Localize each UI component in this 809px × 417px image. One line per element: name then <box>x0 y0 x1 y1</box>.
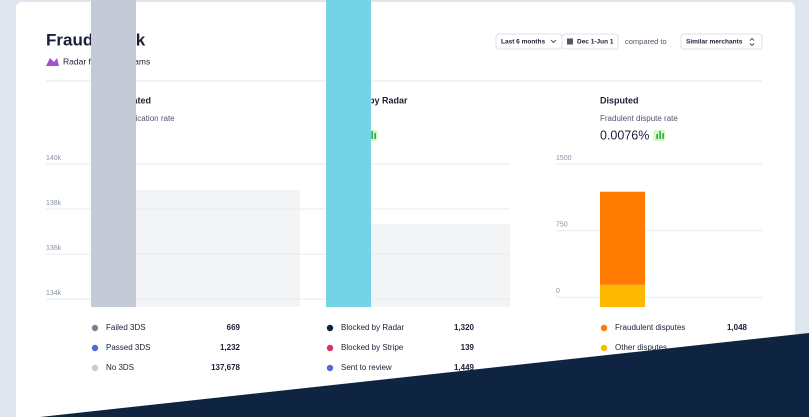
legend-dot <box>91 364 99 372</box>
legend-label: Other disputes <box>615 343 667 352</box>
overlay-shape <box>40 333 809 417</box>
legend-label: Passed 3DS <box>106 343 150 352</box>
radar-icon <box>46 58 59 66</box>
trend-bar <box>662 133 664 139</box>
legend-dot <box>326 344 334 352</box>
legend-label: Blocked by Stripe <box>341 343 404 352</box>
y-tick-label: 0 <box>556 288 560 295</box>
calendar-icon <box>567 38 573 45</box>
y-tick-label: 136k <box>46 245 62 252</box>
y-tick-label: 1500 <box>556 155 572 162</box>
bar-segment <box>600 191 645 285</box>
legend-dot <box>91 344 99 352</box>
bar-segment <box>600 284 645 307</box>
chevron <box>550 39 557 44</box>
legend-value: 1,048 <box>727 323 748 332</box>
bar-segment <box>326 0 371 307</box>
legend-value: 1,449 <box>454 363 475 372</box>
legend-value: 137,678 <box>211 363 240 372</box>
updown-icon <box>749 37 755 47</box>
metric-label: Fradulent dispute rate <box>600 114 678 123</box>
y-tick-label: 140k <box>46 155 62 162</box>
legend-label: Sent to review <box>341 363 392 372</box>
trend-bar <box>374 133 376 139</box>
y-tick-label: 750 <box>556 221 568 228</box>
legend-dot <box>600 344 608 352</box>
legend-value: 1,320 <box>454 323 475 332</box>
y-tick-label: 134k <box>46 290 62 297</box>
trend-bar <box>659 131 661 139</box>
range-label: Last 6 months <box>501 39 545 46</box>
legend-label: Fraudulent disputes <box>615 323 685 332</box>
legend-dot <box>600 324 608 332</box>
compare-text: compared to <box>625 37 667 46</box>
legend-dot <box>91 324 99 332</box>
compare-select[interactable] <box>680 33 763 50</box>
y-tick-label: 138k <box>46 200 62 207</box>
metric-value: 0.0076% <box>600 128 649 142</box>
legend-label: Blocked by Radar <box>341 323 404 332</box>
date-select[interactable] <box>561 33 619 50</box>
legend-value: 669 <box>227 323 241 332</box>
legend-label: No 3DS <box>106 363 134 372</box>
legend-value: 1,232 <box>220 343 241 352</box>
trend-bar <box>656 134 658 139</box>
trend-bar <box>371 131 373 139</box>
legend-dot <box>326 324 334 332</box>
legend-dot <box>326 364 334 372</box>
section-title: Disputed <box>600 95 639 105</box>
shade <box>136 190 300 307</box>
bar-segment <box>91 0 136 307</box>
compare-label: Similar merchants <box>686 39 743 46</box>
legend-label: Failed 3DS <box>106 323 146 332</box>
shade <box>371 224 510 307</box>
legend-value: 139 <box>461 343 475 352</box>
date-label: Dec 1-Jun 1 <box>577 39 614 46</box>
